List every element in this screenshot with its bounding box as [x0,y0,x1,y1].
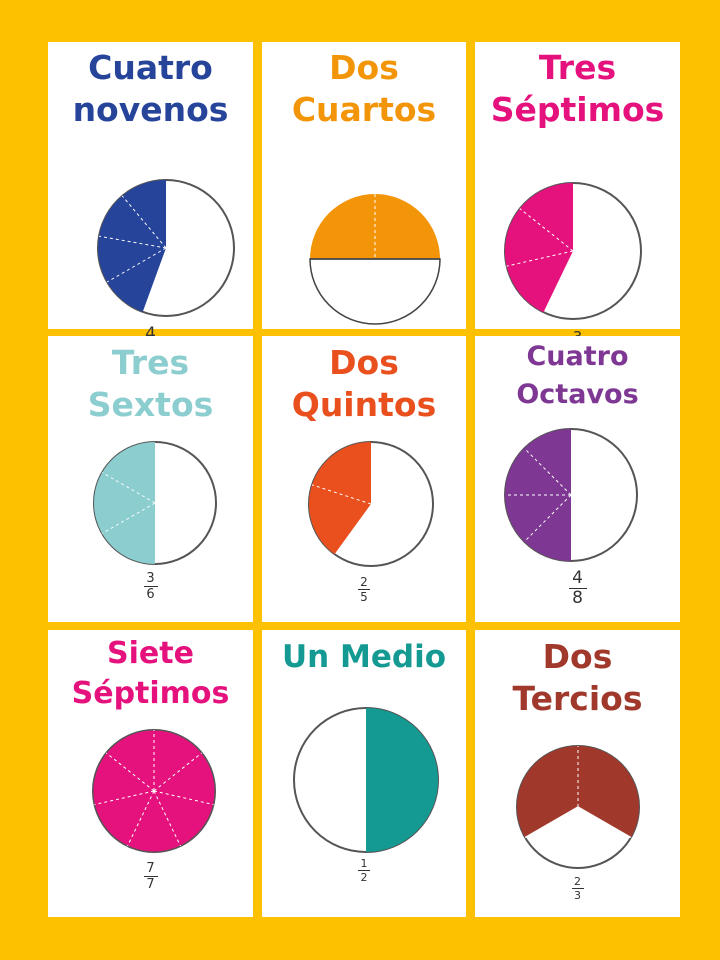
sector-divider [101,502,156,534]
sector-divider [106,247,167,283]
card-title: Cuatro novenos [72,48,229,129]
empty-sector [309,258,441,325]
fraction-circle [92,729,216,853]
sector-divider [519,208,574,252]
fraction-circle [308,441,434,567]
sector-divider [94,790,155,806]
fraction-circle [504,428,638,562]
card-title: Dos Cuartos [291,48,437,129]
fraction-circle [309,194,441,325]
card-title: Tres Sextos [87,343,214,424]
sector-divider [127,790,155,847]
card-title: Siete Séptimos [71,636,230,711]
shaded-sector [366,708,438,852]
sector-divider [101,472,156,504]
card-dos-cuartos: Dos Cuartos [262,42,466,329]
card-title: Tres Séptimos [490,48,665,129]
shaded-sector [94,442,155,564]
shaded-sector [309,442,371,555]
fraction-circle [504,182,642,320]
fraction-circle [97,179,235,317]
fraction-circle [516,745,640,869]
sector-divider [153,752,203,792]
sector-divider [506,250,574,267]
sector-divider [98,235,167,249]
fraction-circle [293,707,439,853]
shaded-sector [505,183,573,313]
sector-divider [105,752,155,792]
card-title: Dos Quintos [291,343,437,424]
card-title: Dos Tercios [512,637,643,718]
sector-divider [121,195,167,249]
sector-divider [153,790,214,806]
fraction-circle [93,441,217,565]
sector-divider [311,484,372,505]
sector-divider [524,806,579,839]
shaded-sector [517,746,639,838]
card-title: Un Medio [281,639,447,675]
card-title: Cuatro Octavos [516,341,639,410]
sector-divider [577,806,632,839]
shaded-sector [98,180,166,312]
sector-divider [153,790,181,847]
